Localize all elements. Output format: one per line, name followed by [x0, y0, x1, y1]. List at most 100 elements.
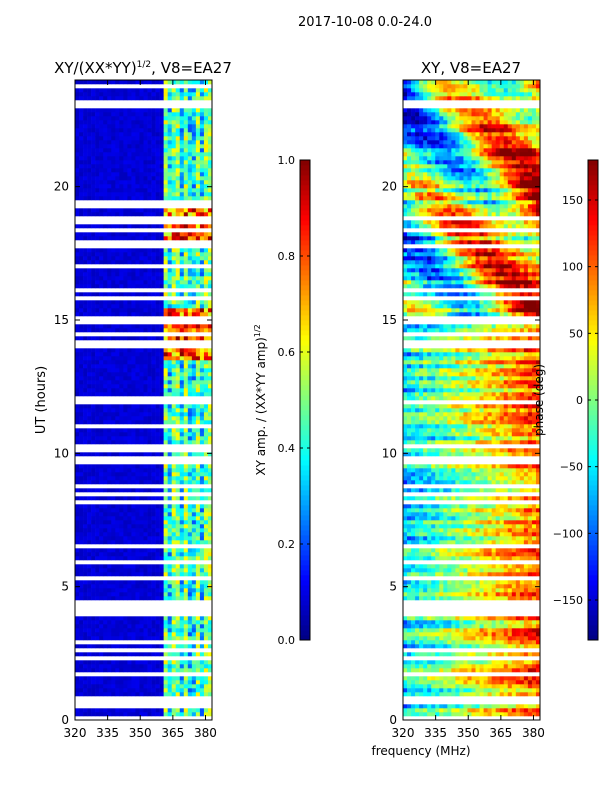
- amp-heatmap-cell: [191, 384, 197, 389]
- amp-heatmap-cell: [83, 688, 88, 693]
- amp-heatmap-cell: [179, 692, 185, 697]
- phase-heatmap-cell: [407, 624, 412, 629]
- amp-heatmap-cell: [111, 556, 116, 561]
- amp-heatmap-cell: [127, 188, 132, 193]
- phase-heatmap-cell: [475, 624, 480, 629]
- amp-heatmap-cell: [163, 108, 168, 113]
- amp-colorbar-swatch: [300, 285, 310, 291]
- amp-heatmap-cell: [167, 692, 173, 697]
- amp-heatmap-cell: [75, 140, 80, 145]
- amp-colorbar-ticks: 0.00.20.40.60.81.0: [278, 154, 310, 647]
- amp-heatmap-cell: [187, 580, 193, 585]
- amp-heatmap-cell: [179, 632, 185, 637]
- amp-heatmap-cell: [175, 620, 181, 625]
- amp-heatmap-cell: [151, 688, 156, 693]
- amp-heatmap-cell: [167, 464, 173, 469]
- amp-heatmap-cell: [83, 556, 88, 561]
- phase-heatmap-cell: [511, 624, 517, 629]
- phase-heatmap-cell: [447, 680, 452, 685]
- amp-heatmap-cell: [75, 508, 80, 513]
- amp-heatmap-cell: [167, 148, 173, 153]
- amp-heatmap-cell: [195, 556, 201, 561]
- amp-heatmap-cell: [155, 468, 160, 473]
- phase-heatmap-cell: [435, 624, 440, 629]
- amp-heatmap-cell: [195, 184, 201, 189]
- amp-heatmap-cell: [115, 488, 120, 493]
- amp-heatmap-cell: [131, 412, 136, 417]
- phase-heatmap-cell: [423, 692, 428, 697]
- amp-heatmap-cell: [167, 680, 173, 685]
- amp-heatmap-cell: [199, 140, 205, 145]
- amp-heatmap-cell: [155, 664, 160, 669]
- amp-heatmap-cell: [135, 628, 140, 633]
- amp-heatmap-cell: [199, 524, 205, 529]
- amp-heatmap-cell: [147, 472, 152, 477]
- phase-heatmap-cell: [467, 692, 472, 697]
- amp-heatmap-cell: [111, 636, 116, 641]
- amp-heatmap-cell: [91, 208, 96, 213]
- amp-heatmap-cell: [171, 380, 177, 385]
- amp-flag-gap: [75, 560, 212, 565]
- amp-heatmap-cell: [135, 388, 140, 393]
- amp-heatmap-cell: [131, 652, 136, 657]
- amp-heatmap-cell: [143, 592, 148, 597]
- amp-heatmap-cell: [83, 256, 88, 261]
- amp-heatmap-cell: [163, 272, 168, 277]
- phase-heatmap-cell: [463, 596, 468, 601]
- amp-heatmap-cell: [99, 520, 104, 525]
- amp-heatmap-cell: [115, 152, 120, 157]
- amp-heatmap-cell: [207, 112, 213, 117]
- amp-heatmap-cell: [139, 636, 144, 641]
- amp-heatmap-cell: [103, 168, 108, 173]
- amp-heatmap-cell: [163, 548, 168, 553]
- amp-heatmap-cell: [203, 92, 209, 97]
- amp-heatmap-cell: [159, 144, 164, 149]
- amp-heatmap-cell: [115, 416, 120, 421]
- amp-heatmap-cell: [147, 416, 152, 421]
- phase-heatmap-cell: [503, 628, 509, 633]
- amp-heatmap-cell: [115, 276, 120, 281]
- phase-heatmap-cell: [471, 688, 476, 693]
- amp-heatmap-cell: [131, 476, 136, 481]
- amp-heatmap-cell: [139, 524, 144, 529]
- amp-heatmap-cell: [163, 592, 168, 597]
- amp-heatmap-cell: [143, 124, 148, 129]
- amp-heatmap-cell: [195, 140, 201, 145]
- amp-heatmap-cell: [119, 516, 124, 521]
- amp-heatmap-cell: [87, 692, 92, 697]
- amp-heatmap-cell: [171, 260, 177, 265]
- amp-heatmap-cell: [135, 416, 140, 421]
- phase-heatmap-cell: [427, 660, 432, 665]
- phase-heatmap-cell: [451, 652, 456, 657]
- amp-heatmap-cell: [195, 536, 201, 541]
- amp-heatmap-cell: [187, 452, 193, 457]
- amp-heatmap-cell: [159, 236, 164, 241]
- amp-heatmap-cell: [171, 632, 177, 637]
- amp-heatmap-cell: [83, 132, 88, 137]
- phase-heatmap-cell: [411, 624, 416, 629]
- amp-heatmap-cell: [91, 248, 96, 253]
- amp-heatmap-cell: [127, 584, 132, 589]
- amp-heatmap-cell: [147, 352, 152, 357]
- amp-heatmap-cell: [111, 148, 116, 153]
- amp-heatmap-cell: [179, 248, 185, 253]
- amp-heatmap-cell: [115, 392, 120, 397]
- amp-heatmap-cell: [203, 596, 209, 601]
- amp-heatmap-cell: [207, 364, 213, 369]
- amp-heatmap-cell: [79, 132, 84, 137]
- amp-heatmap-cell: [83, 596, 88, 601]
- amp-heatmap-cell: [119, 468, 124, 473]
- amp-heatmap-cell: [167, 452, 173, 457]
- amp-heatmap-cell: [167, 284, 173, 289]
- amp-heatmap-cell: [87, 592, 92, 597]
- amp-heatmap-cell: [75, 464, 80, 469]
- amp-heatmap-cell: [143, 96, 148, 101]
- amp-heatmap-cell: [191, 348, 197, 353]
- amp-heatmap-cell: [99, 496, 104, 501]
- amp-heatmap-cell: [111, 164, 116, 169]
- amp-heatmap-cell: [199, 112, 205, 117]
- amp-heatmap-cell: [91, 272, 96, 277]
- amp-heatmap-cell: [115, 428, 120, 433]
- amp-heatmap-cell: [107, 668, 112, 673]
- amp-heatmap-cell: [159, 584, 164, 589]
